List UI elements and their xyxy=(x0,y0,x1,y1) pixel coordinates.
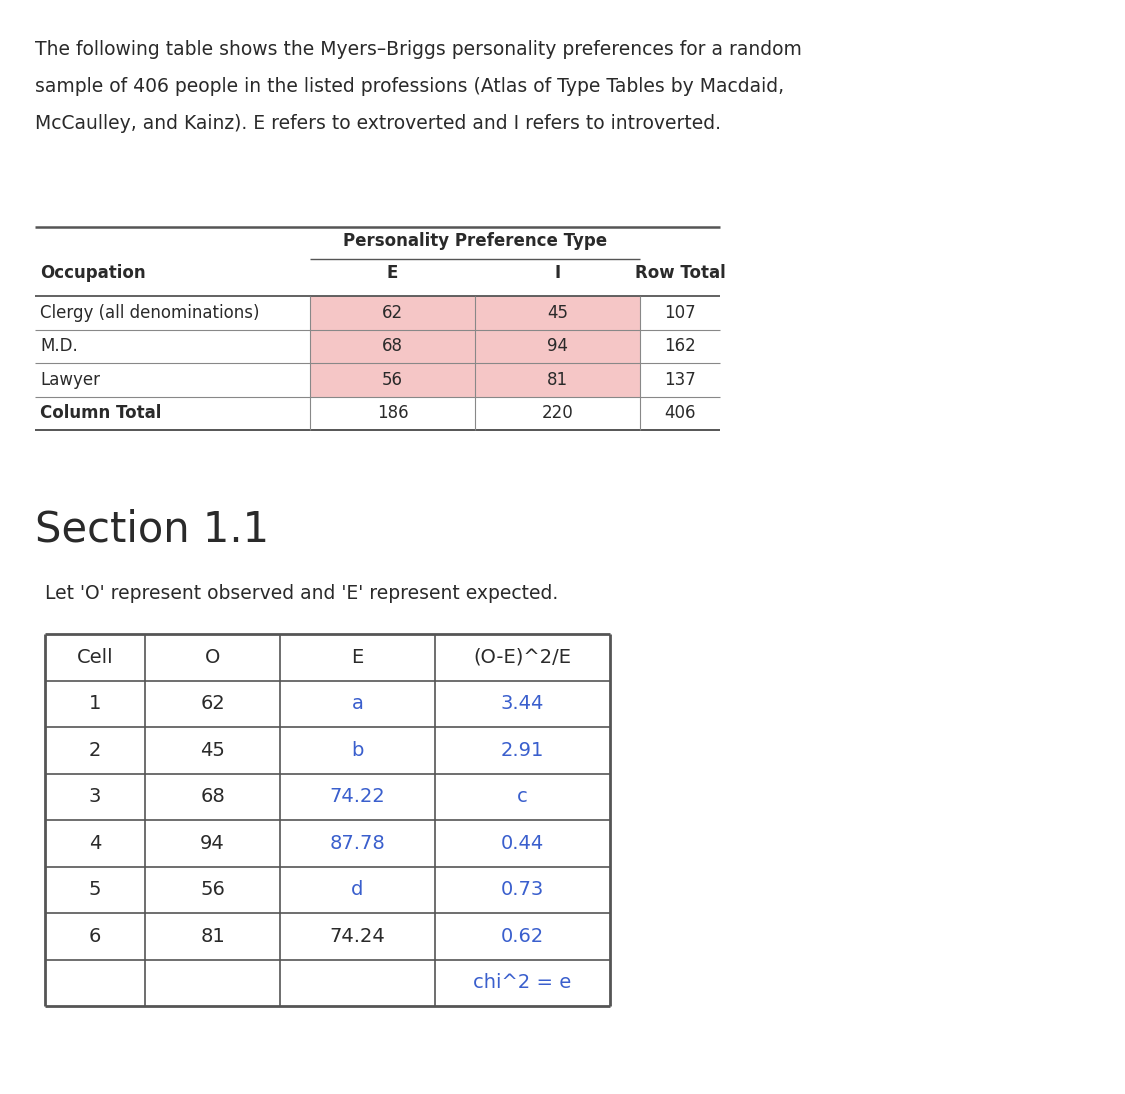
Text: 45: 45 xyxy=(200,741,225,759)
Text: M.D.: M.D. xyxy=(40,337,78,356)
Text: The following table shows the Myers–Briggs personality preferences for a random: The following table shows the Myers–Brig… xyxy=(35,40,802,59)
Text: (O-E)^2/E: (O-E)^2/E xyxy=(474,648,572,666)
Bar xyxy=(310,363,475,396)
Bar xyxy=(475,296,640,329)
Text: Lawyer: Lawyer xyxy=(40,371,100,388)
Text: 81: 81 xyxy=(547,371,568,388)
Text: Section 1.1: Section 1.1 xyxy=(35,509,269,551)
Text: 74.22: 74.22 xyxy=(330,788,386,806)
Text: 220: 220 xyxy=(541,405,574,422)
Text: 3.44: 3.44 xyxy=(501,695,544,713)
Bar xyxy=(310,329,475,363)
Text: 6: 6 xyxy=(89,927,101,945)
Text: E: E xyxy=(351,648,363,666)
Text: E: E xyxy=(387,264,398,282)
Text: 2: 2 xyxy=(89,741,101,759)
Text: 94: 94 xyxy=(200,834,225,852)
Text: 5: 5 xyxy=(89,881,101,899)
Text: chi^2 = e: chi^2 = e xyxy=(474,974,572,992)
Text: 68: 68 xyxy=(382,337,403,356)
Text: Personality Preference Type: Personality Preference Type xyxy=(343,232,608,251)
Text: 94: 94 xyxy=(547,337,568,356)
Text: I: I xyxy=(555,264,560,282)
Text: 81: 81 xyxy=(200,927,225,945)
Text: 56: 56 xyxy=(382,371,403,388)
Text: 74.24: 74.24 xyxy=(330,927,386,945)
Text: Occupation: Occupation xyxy=(40,264,145,282)
Text: Let 'O' represent observed and 'E' represent expected.: Let 'O' represent observed and 'E' repre… xyxy=(45,584,558,603)
Text: 107: 107 xyxy=(664,304,696,322)
Text: Clergy (all denominations): Clergy (all denominations) xyxy=(40,304,260,322)
Text: Row Total: Row Total xyxy=(634,264,726,282)
Text: 162: 162 xyxy=(664,337,696,356)
Text: 62: 62 xyxy=(200,695,225,713)
Text: b: b xyxy=(351,741,363,759)
Text: 45: 45 xyxy=(547,304,568,322)
Text: 137: 137 xyxy=(664,371,696,388)
Text: Cell: Cell xyxy=(76,648,114,666)
Bar xyxy=(475,363,640,396)
Text: 68: 68 xyxy=(200,788,225,806)
Text: d: d xyxy=(351,881,363,899)
Text: 56: 56 xyxy=(200,881,225,899)
Text: 1: 1 xyxy=(89,695,101,713)
Text: Column Total: Column Total xyxy=(40,405,161,422)
Text: a: a xyxy=(351,695,363,713)
Text: 0.44: 0.44 xyxy=(501,834,544,852)
Text: 62: 62 xyxy=(382,304,403,322)
Bar xyxy=(310,296,475,329)
Text: 2.91: 2.91 xyxy=(501,741,544,759)
Text: c: c xyxy=(518,788,528,806)
Text: McCaulley, and Kainz). E refers to extroverted and I refers to introverted.: McCaulley, and Kainz). E refers to extro… xyxy=(35,114,721,133)
Bar xyxy=(475,329,640,363)
Text: 186: 186 xyxy=(377,405,408,422)
Text: sample of 406 people in the listed professions (Atlas of Type Tables by Macdaid,: sample of 406 people in the listed profe… xyxy=(35,77,784,96)
Text: 87.78: 87.78 xyxy=(330,834,386,852)
Text: 0.62: 0.62 xyxy=(501,927,544,945)
Text: O: O xyxy=(205,648,220,666)
Text: 4: 4 xyxy=(89,834,101,852)
Text: 0.73: 0.73 xyxy=(501,881,544,899)
Text: 406: 406 xyxy=(664,405,695,422)
Text: 3: 3 xyxy=(89,788,101,806)
